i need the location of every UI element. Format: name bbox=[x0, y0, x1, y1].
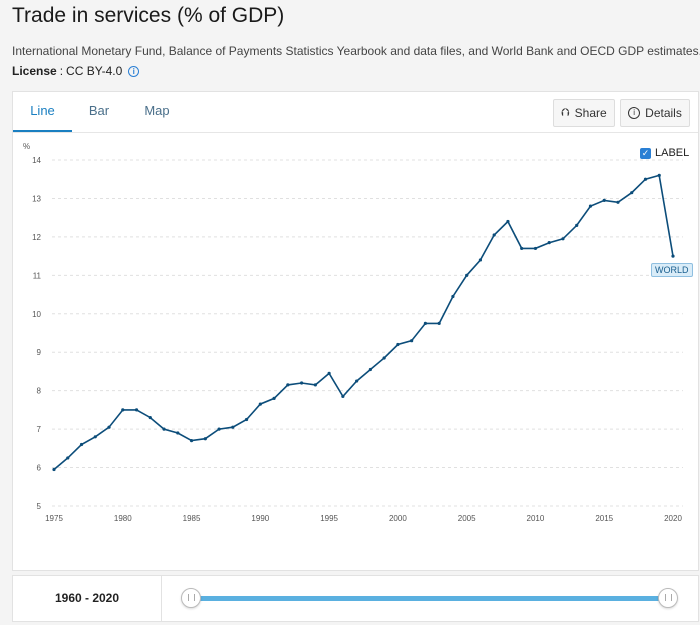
data-point[interactable] bbox=[602, 198, 606, 202]
data-point[interactable] bbox=[66, 456, 70, 460]
data-point[interactable] bbox=[217, 427, 221, 431]
data-point[interactable] bbox=[368, 367, 372, 372]
x-tick-label: 2010 bbox=[527, 514, 545, 523]
data-point[interactable] bbox=[616, 200, 620, 204]
label-checkbox[interactable]: ✓ bbox=[640, 147, 651, 159]
data-point[interactable] bbox=[300, 381, 304, 385]
data-point[interactable] bbox=[52, 467, 56, 472]
y-axis-label: % bbox=[23, 142, 30, 151]
page-title: Trade in services (% of GDP) bbox=[12, 4, 285, 27]
data-point[interactable] bbox=[189, 439, 194, 443]
details-button[interactable]: i Details bbox=[620, 99, 690, 127]
y-tick-label: 12 bbox=[32, 233, 41, 242]
data-point[interactable] bbox=[355, 379, 359, 383]
license-key: License bbox=[12, 64, 57, 78]
data-point[interactable] bbox=[327, 371, 331, 375]
x-tick-label: 1975 bbox=[45, 514, 63, 523]
license-value: CC BY-4.0 bbox=[66, 64, 123, 78]
x-tick-label: 1995 bbox=[320, 514, 338, 523]
x-tick-label: 1990 bbox=[251, 514, 269, 523]
data-point[interactable] bbox=[671, 254, 675, 258]
data-point[interactable] bbox=[382, 356, 386, 360]
info-circle-icon: i bbox=[628, 107, 641, 119]
y-tick-label: 14 bbox=[32, 156, 41, 165]
line-chart: 5 6 7 8 9 10 11 12 13 14 1975 1980 1985 1990 1995 2000… bbox=[23, 142, 683, 523]
tab-bar-chart[interactable]: Bar bbox=[88, 103, 110, 118]
share-label: Share bbox=[574, 106, 607, 120]
data-point[interactable] bbox=[286, 383, 290, 387]
data-point[interactable] bbox=[547, 241, 551, 245]
data-point[interactable] bbox=[561, 237, 565, 241]
info-icon[interactable]: i bbox=[128, 65, 140, 77]
x-tick-label: 2020 bbox=[664, 514, 682, 523]
details-label: Details bbox=[645, 106, 682, 120]
data-point[interactable] bbox=[396, 342, 400, 347]
data-point[interactable] bbox=[148, 415, 152, 420]
label-toggle-text: LABEL bbox=[655, 147, 690, 159]
data-point[interactable] bbox=[410, 339, 414, 343]
y-tick-label: 13 bbox=[32, 194, 41, 203]
data-point[interactable] bbox=[313, 383, 317, 387]
data-point[interactable] bbox=[176, 431, 180, 435]
license-separator: : bbox=[59, 64, 64, 78]
year-range-bar: 1960 - 2020 bbox=[12, 575, 699, 622]
range-end-handle[interactable] bbox=[658, 588, 678, 608]
source-text: International Monetary Fund, Balance of … bbox=[12, 44, 700, 58]
data-point[interactable] bbox=[506, 219, 510, 224]
tab-line[interactable]: Line bbox=[13, 92, 72, 132]
data-point[interactable] bbox=[203, 437, 207, 441]
data-point[interactable] bbox=[492, 233, 496, 237]
range-start-handle[interactable] bbox=[181, 588, 201, 608]
x-tick-label: 2005 bbox=[458, 514, 476, 523]
y-tick-label: 9 bbox=[37, 348, 42, 357]
data-point[interactable] bbox=[258, 402, 262, 406]
data-point[interactable] bbox=[657, 173, 661, 177]
share-icon: ⮉ bbox=[561, 106, 570, 119]
data-point[interactable] bbox=[451, 294, 455, 299]
data-point[interactable] bbox=[231, 425, 235, 429]
y-tick-label: 10 bbox=[32, 310, 41, 319]
range-slider-track[interactable] bbox=[189, 596, 667, 601]
share-button[interactable]: ⮉ Share bbox=[553, 99, 615, 127]
data-point[interactable] bbox=[533, 246, 538, 251]
data-point[interactable] bbox=[79, 442, 84, 447]
y-tick-label: 8 bbox=[37, 387, 42, 396]
data-point[interactable] bbox=[630, 191, 634, 195]
label-toggle[interactable]: ✓ LABEL bbox=[640, 147, 689, 159]
y-tick-label: 5 bbox=[37, 502, 42, 511]
license-row: License : CC BY-4.0 i bbox=[12, 64, 140, 78]
tab-bar: Line Bar Map ⮉ Share i Details bbox=[13, 92, 698, 133]
series-label-world: WORLD bbox=[651, 263, 693, 278]
data-point[interactable] bbox=[423, 321, 427, 325]
y-tick-label: 11 bbox=[33, 271, 42, 280]
data-point[interactable] bbox=[643, 177, 648, 181]
data-point[interactable] bbox=[162, 427, 166, 431]
series-line-world bbox=[53, 174, 674, 471]
data-point[interactable] bbox=[575, 223, 579, 227]
data-point[interactable] bbox=[520, 246, 524, 251]
chart-card: Line Bar Map ⮉ Share i Details 5 6 7 8 9 10 11… bbox=[12, 91, 699, 571]
data-point[interactable] bbox=[121, 408, 125, 412]
y-tick-label: 6 bbox=[37, 464, 42, 473]
data-point[interactable] bbox=[107, 425, 111, 429]
x-tick-label: 2000 bbox=[389, 514, 407, 523]
data-point[interactable] bbox=[272, 396, 276, 400]
data-point[interactable] bbox=[465, 273, 469, 277]
y-tick-label: 7 bbox=[37, 425, 42, 434]
data-point[interactable] bbox=[244, 417, 249, 422]
x-tick-label: 2015 bbox=[595, 514, 613, 523]
data-point[interactable] bbox=[93, 435, 97, 439]
data-point[interactable] bbox=[588, 204, 593, 208]
data-point[interactable] bbox=[341, 394, 345, 399]
x-tick-label: 1980 bbox=[114, 514, 132, 523]
year-range-label: 1960 - 2020 bbox=[13, 576, 162, 621]
tab-map[interactable]: Map bbox=[144, 103, 170, 118]
data-point[interactable] bbox=[134, 408, 139, 412]
x-tick-label: 1985 bbox=[183, 514, 201, 523]
data-point[interactable] bbox=[478, 258, 483, 262]
data-point[interactable] bbox=[437, 321, 441, 325]
